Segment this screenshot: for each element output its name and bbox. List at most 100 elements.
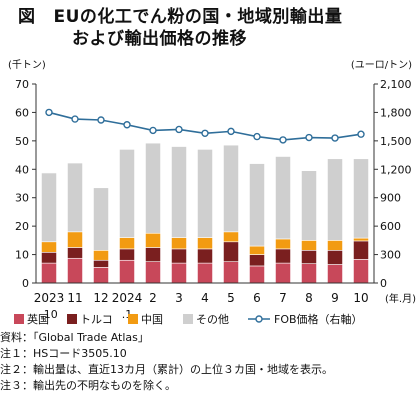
x-tick-label-9: 7 [279, 291, 287, 305]
chart-title-line1: 図 EUの化工でん粉の国・地域別輸出量 [18, 2, 342, 27]
bar-1-12 [353, 240, 369, 260]
y-right-tick-label-2: 600 [380, 220, 401, 233]
bar-0-11 [327, 264, 343, 284]
bar-2-0 [41, 241, 57, 253]
bar-3-0 [41, 172, 57, 243]
bar-2-2 [93, 250, 109, 261]
fob-price-point-10 [305, 133, 313, 142]
bar-3-1 [67, 162, 83, 233]
fob-price-point-5 [175, 125, 183, 134]
bar-2-10 [301, 240, 317, 251]
bar-0-5 [171, 262, 187, 284]
x-tick-label-2: 12 [93, 291, 108, 305]
y-left-tick-label-6: 60 [15, 106, 29, 119]
legend-label-3: その他 [196, 313, 229, 326]
bar-2-6 [197, 237, 213, 250]
x-tick-label-3: 2024 [112, 291, 143, 305]
y-left-tick-label-7: 70 [15, 78, 29, 91]
y-right-tick-label-0: 0 [380, 277, 387, 290]
bar-0-2 [93, 267, 109, 284]
bar-3-11 [327, 158, 343, 241]
x-tick-label-10: 8 [305, 291, 313, 305]
y-left-unit-label: (千トン) [8, 59, 46, 71]
bar-0-3 [119, 259, 135, 284]
x-tick-label-6: 4 [201, 291, 209, 305]
y-right-tick-label-6: 1,800 [380, 106, 412, 119]
bar-2-7 [223, 231, 239, 243]
y-right-tick-label-7: 2,100 [380, 78, 412, 91]
bar-1-9 [275, 248, 291, 264]
y-left-tick-label-0: 0 [22, 277, 29, 290]
fob-price-point-0 [45, 108, 53, 117]
fob-price-point-12 [357, 130, 365, 138]
bar-1-3 [119, 248, 135, 261]
fob-price-point-9 [279, 136, 287, 144]
x-unit-label: (年.月) [385, 292, 416, 305]
title-text-line1: EUの化工でん粉の国・地域別輸出量 [53, 7, 343, 27]
bar-3-7 [223, 144, 239, 233]
x-tick-label-1: 11 [67, 291, 82, 305]
bar-0-7 [223, 261, 239, 284]
fob-price-point-7 [227, 127, 235, 136]
note-source: 資料：「Global Trade Atlas」 [0, 331, 149, 344]
legend-label-4: FOB価格（右軸） [274, 312, 363, 326]
y-left-tick-label-2: 20 [15, 220, 29, 233]
legend-swatch-0 [14, 314, 24, 324]
x-tick-label-4: 2 [149, 291, 157, 305]
bar-1-5 [171, 248, 187, 264]
legend-line-marker [255, 315, 263, 323]
y-left-tick-label-5: 50 [15, 135, 29, 148]
bar-3-4 [145, 142, 161, 234]
x-tick-label-11: 9 [331, 291, 339, 305]
figure-label: 図 [18, 7, 36, 27]
bar-0-4 [145, 261, 161, 284]
bar-1-4 [145, 247, 161, 262]
x-tick-label-8: 6 [253, 291, 261, 305]
note-3: 注３：輸出先の不明なものを除く。 [0, 379, 176, 392]
bar-0-10 [301, 263, 317, 284]
bar-2-9 [275, 238, 291, 250]
legend-swatch-2 [128, 314, 138, 324]
y-right-tick-label-5: 1,500 [380, 135, 412, 148]
x-tick-label-12: 10 [353, 291, 368, 305]
bar-0-1 [67, 257, 83, 284]
bar-2-1 [67, 231, 83, 248]
fob-price-point-4 [149, 126, 157, 135]
bar-3-9 [275, 156, 291, 240]
bar-2-3 [119, 237, 135, 250]
bar-1-7 [223, 241, 239, 262]
bar-3-3 [119, 149, 135, 238]
bar-3-12 [353, 158, 369, 239]
fob-price-point-2 [97, 116, 105, 124]
x-tick-label-0: 2023 [34, 291, 65, 305]
y-right-tick-label-3: 900 [380, 192, 401, 205]
y-right-tick-label-1: 300 [380, 249, 401, 262]
bar-0-0 [41, 262, 57, 284]
fob-price-point-3 [123, 121, 131, 129]
legend-label-0: 英国 [27, 312, 49, 326]
bar-1-6 [197, 248, 213, 264]
bar-0-6 [197, 262, 213, 284]
fob-price-point-1 [71, 115, 79, 123]
fob-price-point-6 [201, 129, 209, 137]
x-tick-label-7: 5 [227, 291, 235, 305]
y-right-tick-label-4: 1,200 [380, 163, 412, 176]
fob-price-point-8 [253, 132, 261, 141]
x-tick-sublabel-0: .10 [40, 308, 58, 321]
bar-3-6 [197, 149, 213, 238]
bar-3-10 [301, 170, 317, 241]
legend-label-1: トルコ [80, 313, 113, 326]
bar-1-1 [67, 247, 83, 259]
bar-1-11 [327, 250, 343, 265]
bar-3-8 [249, 163, 265, 247]
bar-3-2 [93, 187, 109, 251]
legend-swatch-1 [67, 314, 77, 324]
bar-1-8 [249, 254, 265, 267]
bar-0-8 [249, 265, 265, 284]
x-tick-label-5: 3 [175, 291, 183, 305]
y-right-unit-label: (ユーロ/トン) [351, 60, 412, 71]
bar-2-5 [171, 237, 187, 250]
bar-3-5 [171, 146, 187, 238]
